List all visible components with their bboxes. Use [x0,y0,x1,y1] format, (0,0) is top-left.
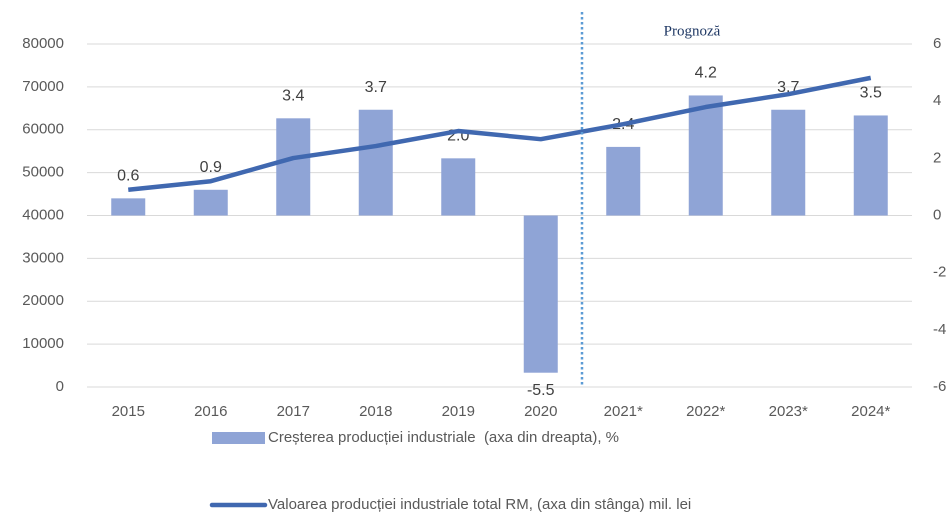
bar [688,95,723,216]
bar [606,146,641,216]
y-tick-label: 0 [56,378,64,395]
y2-tick-label: -4 [933,321,946,338]
bar [193,189,228,216]
data-label: -5.5 [527,382,555,399]
y-tick-label: 40000 [22,206,64,223]
y2-tick-label: -2 [933,264,946,281]
y-tick-label: 50000 [22,164,64,181]
x-tick-label: 2020 [524,403,557,420]
bar [441,158,476,216]
x-tick-label: 2022* [686,403,725,420]
bar [853,115,888,216]
bar [111,198,146,216]
data-label: 3.5 [860,85,882,102]
x-tick-label: 2024* [851,403,890,420]
x-tick-label: 2015 [112,403,145,420]
y2-tick-label: 0 [933,206,941,223]
data-label: 0.6 [117,168,139,185]
y2-tick-label: 6 [933,35,941,52]
y-tick-label: 10000 [22,335,64,352]
data-label: 3.7 [365,79,387,96]
y-tick-label: 20000 [22,292,64,309]
bar [523,215,558,373]
x-tick-label: 2018 [359,403,392,420]
bar [771,109,806,216]
x-tick-label: 2023* [769,403,808,420]
y-tick-label: 30000 [22,249,64,266]
y-tick-label: 70000 [22,78,64,95]
y-tick-label: 80000 [22,35,64,52]
line [128,75,872,193]
x-tick-label: 2019 [442,403,475,420]
legend-label: Creșterea producției industriale (axa di… [268,429,619,446]
data-label: 0.9 [200,159,222,176]
x-tick-label: 2016 [194,403,227,420]
bar [358,109,393,216]
x-tick-label: 2021* [604,403,643,420]
y2-tick-label: 2 [933,149,941,166]
data-label: 3.4 [282,88,304,105]
y-tick-label: 60000 [22,121,64,138]
legend-swatch [212,432,265,444]
legend-label: Valoarea producției industriale total RM… [268,496,691,513]
annotation: Prognoză [664,23,721,39]
y2-tick-label: -6 [933,378,946,395]
data-label: 4.2 [695,65,717,82]
y2-tick-label: 4 [933,92,941,109]
bar [276,118,311,216]
x-tick-label: 2017 [277,403,310,420]
